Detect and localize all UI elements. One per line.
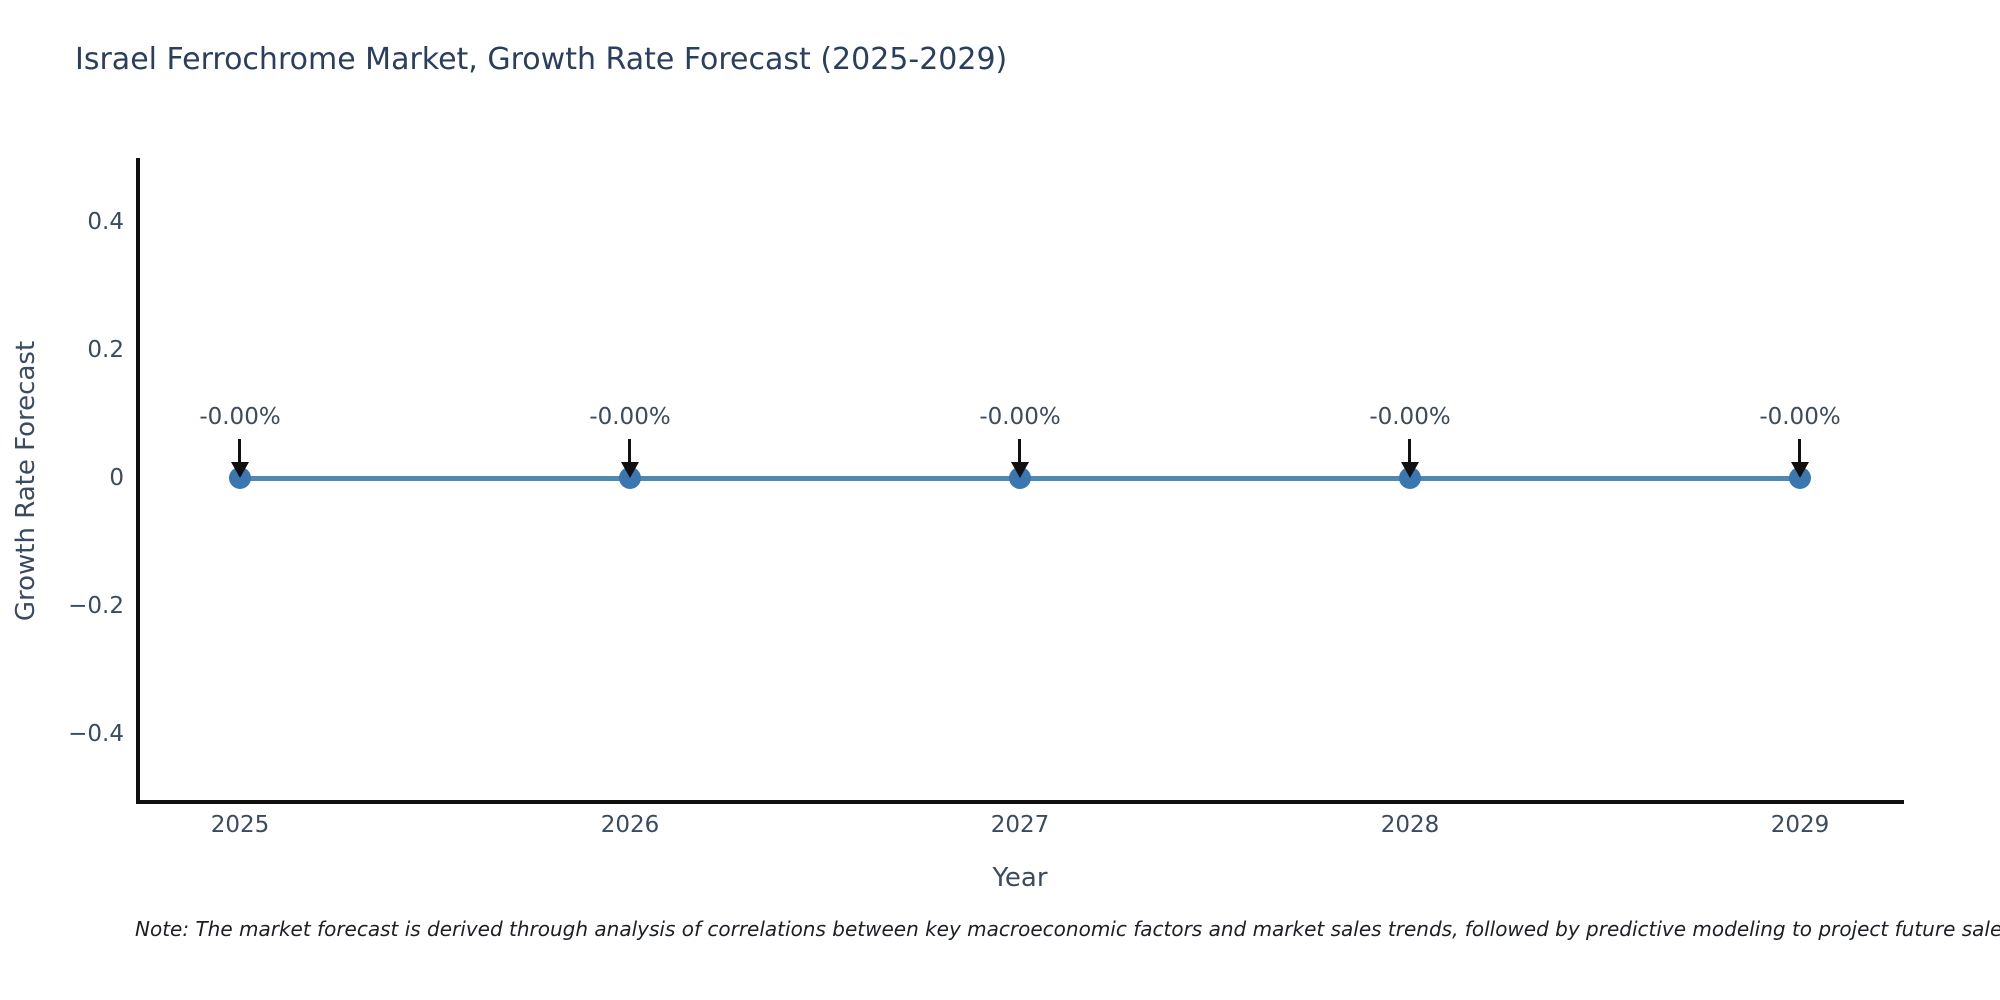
annotation-arrow-shaft bbox=[628, 439, 631, 464]
x-tick-label-2027: 2027 bbox=[990, 812, 1050, 838]
annotation-text: -0.00% bbox=[1759, 404, 1841, 430]
annotation-arrowhead-icon bbox=[1011, 462, 1029, 478]
annotation-text: -0.00% bbox=[1369, 404, 1451, 430]
x-axis-line bbox=[136, 800, 1904, 804]
annotation-arrow-shaft bbox=[1408, 439, 1411, 464]
y-tick-label-neg0_2: −0.2 bbox=[68, 593, 124, 619]
annotation-text: -0.00% bbox=[199, 404, 281, 430]
annotation-arrow-shaft bbox=[1018, 439, 1021, 464]
footnote: Note: The market forecast is derived thr… bbox=[135, 917, 2000, 941]
x-tick-label-2025: 2025 bbox=[210, 812, 270, 838]
annotation-text: -0.00% bbox=[979, 404, 1061, 430]
y-axis-line bbox=[136, 158, 140, 804]
x-tick-label-2028: 2028 bbox=[1380, 812, 1440, 838]
annotation-arrowhead-icon bbox=[1401, 462, 1419, 478]
y-tick-label-0: 0 bbox=[109, 465, 124, 491]
chart-title: Israel Ferrochrome Market, Growth Rate F… bbox=[75, 42, 1008, 77]
y-tick-label-neg0_4: −0.4 bbox=[68, 721, 124, 747]
y-tick-label-0_4: 0.4 bbox=[87, 209, 124, 235]
y-tick-label-0_2: 0.2 bbox=[87, 337, 124, 363]
x-tick-label-2029: 2029 bbox=[1770, 812, 1830, 838]
annotation-arrowhead-icon bbox=[1791, 462, 1809, 478]
annotation-arrow-shaft bbox=[238, 439, 241, 464]
x-axis-label: Year bbox=[992, 863, 1048, 893]
annotation-text: -0.00% bbox=[589, 404, 671, 430]
annotation-arrow-shaft bbox=[1798, 439, 1801, 464]
annotation-arrowhead-icon bbox=[231, 462, 249, 478]
x-tick-label-2026: 2026 bbox=[600, 812, 660, 838]
annotation-arrowhead-icon bbox=[621, 462, 639, 478]
